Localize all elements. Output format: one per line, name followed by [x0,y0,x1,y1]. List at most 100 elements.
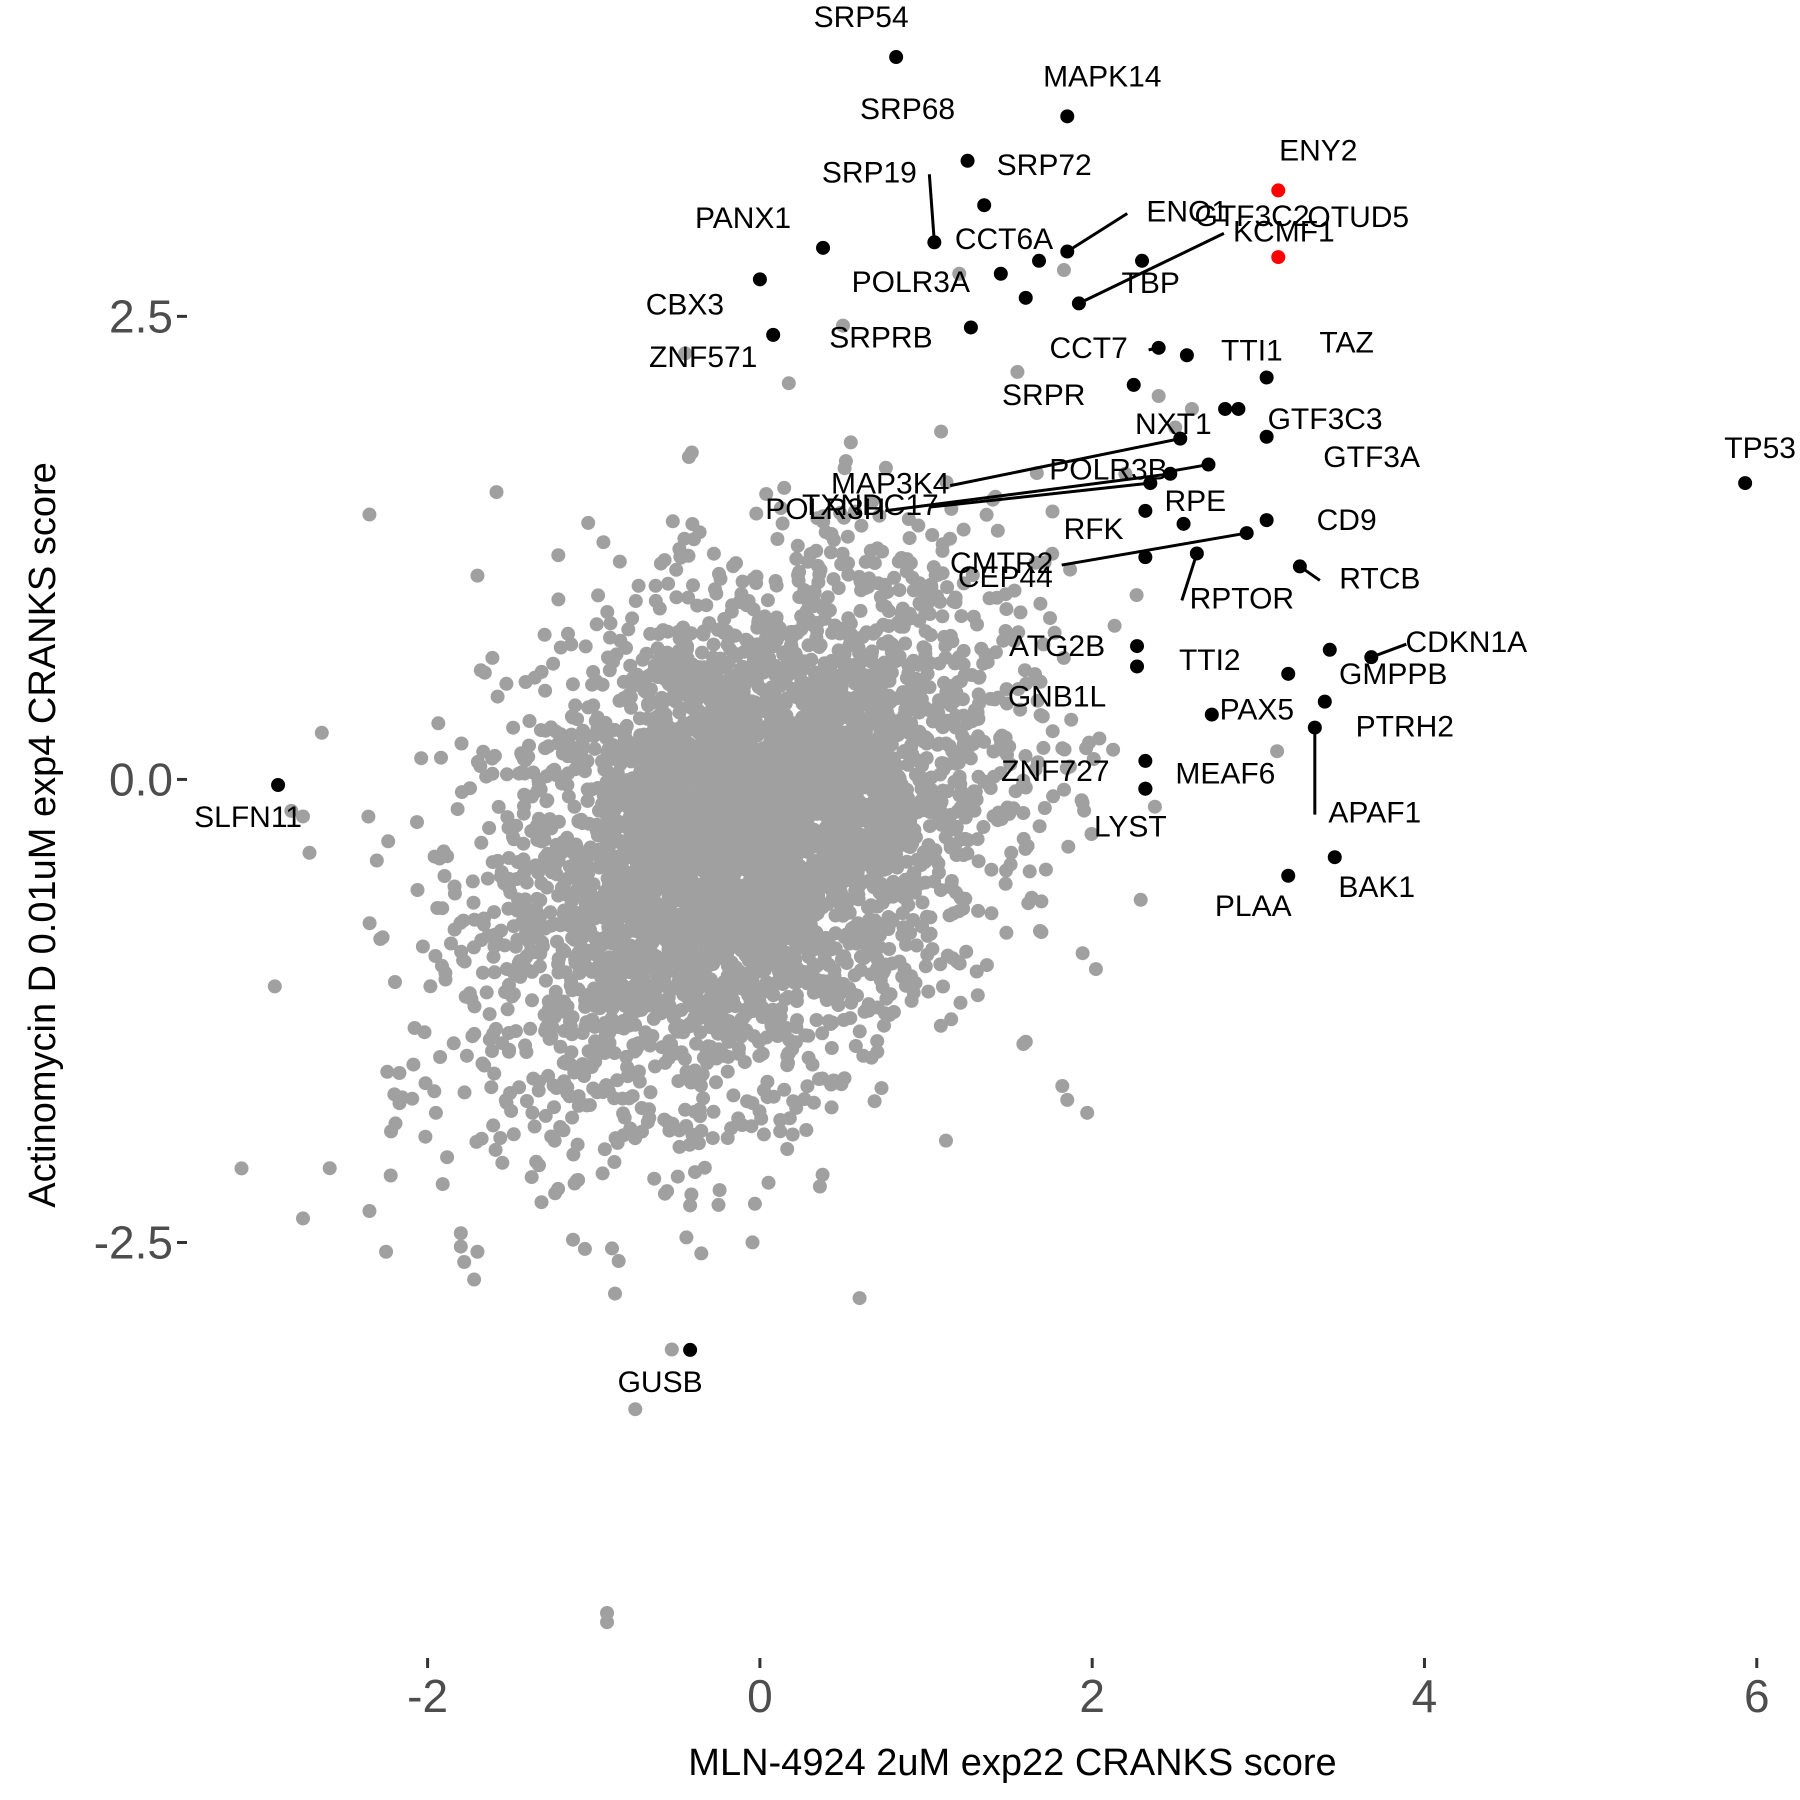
background-point [684,1187,699,1202]
background-point [665,1007,680,1022]
background-point [736,1010,751,1025]
background-point [834,952,849,967]
background-point [769,890,784,905]
background-point [959,734,974,749]
background-point [925,714,940,729]
label-tbp: TBP [1122,267,1180,300]
background-point [1088,962,1103,977]
background-point [565,983,580,998]
background-point [777,694,792,709]
background-point [487,1066,502,1081]
background-point [971,710,986,725]
point-rfk [1176,516,1191,531]
background-point [939,475,954,490]
background-point [998,624,1013,638]
background-point [1034,925,1049,940]
background-point [714,1004,729,1019]
background-point [302,845,317,860]
background-point [466,895,481,910]
background-point [759,487,774,501]
background-point [746,937,761,952]
background-point [731,700,746,715]
background-point [774,792,789,807]
background-point [865,644,880,659]
background-point [634,1101,649,1115]
label-taz: TAZ [1319,326,1373,359]
background-point [790,1013,804,1028]
label-rptor: RPTOR [1190,582,1294,615]
background-point [578,993,593,1008]
background-point [556,1055,571,1070]
background-point [856,1048,871,1063]
background-point [789,974,804,989]
background-point [379,1244,394,1259]
background-point [953,995,968,1010]
background-point [807,754,822,769]
background-point [362,916,377,931]
background-point [808,667,822,682]
background-point [820,590,835,605]
background-point [525,1105,540,1120]
background-point [945,951,960,966]
background-point [943,531,957,546]
background-point [720,1131,735,1145]
background-point [444,936,458,951]
background-point [678,346,693,361]
connector-srp19 [927,174,936,243]
background-point [490,853,505,868]
background-point [885,912,900,927]
background-point [901,512,916,526]
label-rpe: RPE [1165,485,1227,518]
background-point [1013,702,1028,717]
background-point [759,1030,774,1045]
background-point [769,733,784,748]
point-gusb [683,1342,698,1357]
background-point [679,1230,694,1245]
point-srpr [1126,377,1141,392]
point-nxt1 [1231,401,1246,416]
background-point [704,915,719,930]
background-point [892,583,907,598]
background-point [887,570,902,585]
background-point [672,705,687,720]
background-point [664,1342,679,1357]
background-point [470,568,485,583]
background-point [610,1073,625,1088]
background-point [607,1091,622,1106]
background-point [493,1131,508,1145]
background-point [447,879,462,894]
background-point [910,805,925,820]
background-point [775,516,790,531]
point-eny2 [1271,183,1286,198]
background-point [1037,555,1052,570]
label-srp19: SRP19 [822,156,917,189]
background-point [718,660,733,675]
background-point [560,1080,575,1095]
background-point [833,897,848,912]
background-point [826,813,841,828]
background-point [796,764,811,779]
background-point [842,981,856,996]
background-point [547,1100,561,1115]
background-point [1059,761,1074,776]
background-point [843,616,858,631]
background-point [741,594,756,608]
background-point [784,769,798,784]
background-point [295,809,310,824]
background-point [602,950,617,965]
background-point [638,976,653,991]
background-point [694,877,709,892]
background-point [789,879,804,894]
background-point [706,546,721,561]
label-srprb: SRPRB [829,321,932,354]
background-point [823,1017,838,1031]
background-point [684,445,699,460]
background-point [665,514,680,529]
background-point [872,882,887,897]
background-point [605,785,620,800]
background-point [495,1155,510,1170]
background-point [632,866,647,881]
y-tick-label: 0.0 [109,753,173,805]
background-point [807,587,822,602]
background-point [862,816,877,831]
